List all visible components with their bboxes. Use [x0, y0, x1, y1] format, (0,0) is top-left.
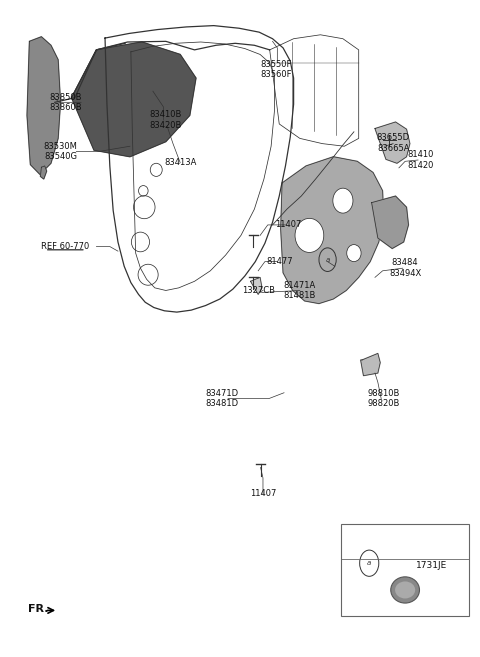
- Text: 81471A
81481B: 81471A 81481B: [284, 281, 316, 300]
- Text: 1327CB: 1327CB: [242, 286, 275, 295]
- Polygon shape: [281, 157, 384, 304]
- Text: 83655D
83665A: 83655D 83665A: [377, 133, 410, 152]
- Text: 81410
81420: 81410 81420: [408, 150, 434, 170]
- Text: 11407: 11407: [275, 220, 301, 229]
- Polygon shape: [360, 353, 380, 376]
- Text: 83530M
83540G: 83530M 83540G: [44, 142, 77, 161]
- Text: 83413A: 83413A: [164, 158, 196, 167]
- Text: 11407: 11407: [250, 489, 276, 498]
- Text: 83471D
83481D: 83471D 83481D: [205, 389, 239, 409]
- Text: FR.: FR.: [28, 604, 49, 614]
- Ellipse shape: [347, 244, 361, 261]
- Ellipse shape: [295, 218, 324, 252]
- Text: 1731JE: 1731JE: [416, 561, 447, 570]
- Text: 83410B
83420B: 83410B 83420B: [150, 110, 182, 129]
- Polygon shape: [72, 42, 196, 157]
- Text: 83550F
83560F: 83550F 83560F: [260, 60, 292, 79]
- Text: a: a: [325, 257, 330, 263]
- Text: a: a: [367, 560, 372, 566]
- Text: REF 60-770: REF 60-770: [41, 242, 89, 251]
- Polygon shape: [27, 37, 60, 174]
- Text: 81477: 81477: [266, 257, 292, 266]
- Polygon shape: [251, 277, 262, 294]
- Ellipse shape: [395, 581, 415, 599]
- Text: 83850B
83860B: 83850B 83860B: [49, 93, 82, 112]
- Polygon shape: [375, 122, 410, 164]
- Text: 98810B
98820B: 98810B 98820B: [367, 389, 400, 409]
- Polygon shape: [40, 166, 47, 179]
- Ellipse shape: [391, 577, 420, 603]
- Bar: [340, 524, 469, 616]
- Polygon shape: [372, 196, 408, 248]
- Text: 83484
83494X: 83484 83494X: [389, 258, 421, 278]
- Ellipse shape: [333, 188, 353, 213]
